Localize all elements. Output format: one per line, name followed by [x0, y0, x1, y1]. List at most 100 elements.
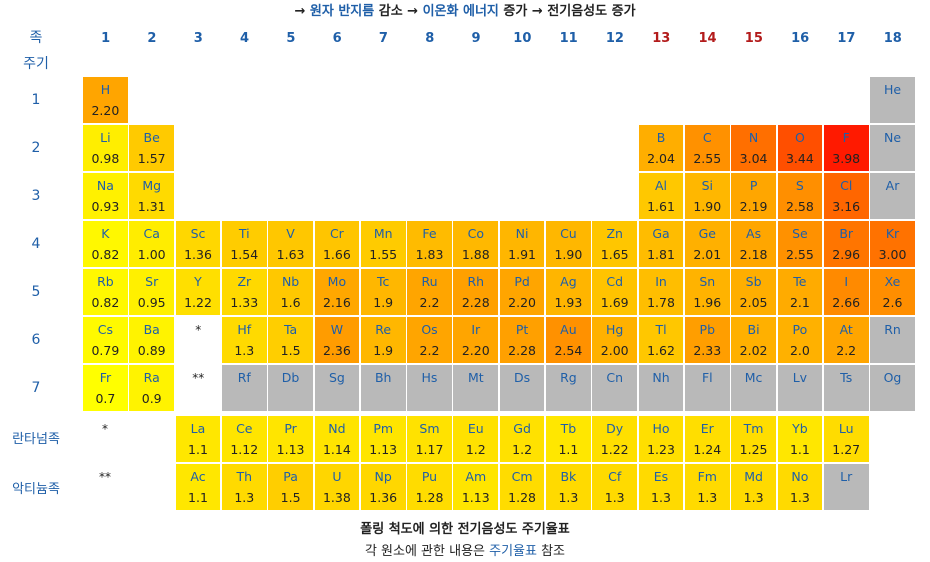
- element-cell-Mg[interactable]: Mg 1.31: [129, 173, 175, 219]
- element-cell-Cn[interactable]: Cn: [592, 365, 638, 411]
- element-cell-Es[interactable]: Es 1.3: [638, 464, 684, 510]
- element-cell-Ru[interactable]: Ru 2.2: [407, 269, 452, 315]
- atomic-radius-link[interactable]: 원자 반지름: [309, 4, 375, 19]
- element-cell-He[interactable]: He: [870, 77, 915, 123]
- element-cell-Sm[interactable]: Sm 1.17: [407, 416, 452, 462]
- element-cell-Ac[interactable]: Ac 1.1: [175, 464, 221, 510]
- element-cell-Ga[interactable]: Ga 1.81: [638, 221, 684, 267]
- element-cell-S[interactable]: S 2.58: [777, 173, 823, 219]
- element-cell-Tb[interactable]: Tb 1.1: [546, 416, 591, 462]
- element-cell-Rg[interactable]: Rg: [546, 365, 591, 411]
- element-cell-Cs[interactable]: Cs 0.79: [83, 317, 128, 363]
- element-cell-Fr[interactable]: Fr 0.7: [83, 365, 128, 411]
- element-cell-Lv[interactable]: Lv: [777, 365, 823, 411]
- element-cell-Sr[interactable]: Sr 0.95: [129, 269, 175, 315]
- element-cell-Ag[interactable]: Ag 1.93: [546, 269, 591, 315]
- element-cell-Am[interactable]: Am 1.13: [453, 464, 499, 510]
- element-cell-Pb[interactable]: Pb 2.33: [684, 317, 730, 363]
- element-cell-Xe[interactable]: Xe 2.6: [870, 269, 915, 315]
- element-cell-Ds[interactable]: Ds: [499, 365, 545, 411]
- element-cell-Mn[interactable]: Mn 1.55: [360, 221, 406, 267]
- element-cell-Fm[interactable]: Fm 1.3: [684, 464, 730, 510]
- element-cell-Og[interactable]: Og: [870, 365, 915, 411]
- element-cell-Cd[interactable]: Cd 1.69: [592, 269, 638, 315]
- element-cell-Al[interactable]: Al 1.61: [638, 173, 684, 219]
- element-cell-Rf[interactable]: Rf: [221, 365, 267, 411]
- element-cell-Na[interactable]: Na 0.93: [83, 173, 128, 219]
- element-cell-Kr[interactable]: Kr 3.00: [870, 221, 915, 267]
- element-cell-No[interactable]: No 1.3: [777, 464, 823, 510]
- element-cell-Br[interactable]: Br 2.96: [823, 221, 869, 267]
- element-cell-Lr[interactable]: Lr: [823, 464, 869, 510]
- element-cell-Ge[interactable]: Ge 2.01: [684, 221, 730, 267]
- element-cell-Li[interactable]: Li 0.98: [83, 125, 128, 171]
- element-cell-Cu[interactable]: Cu 1.90: [546, 221, 591, 267]
- element-cell-Po[interactable]: Po 2.0: [777, 317, 823, 363]
- element-cell-N[interactable]: N 3.04: [731, 125, 776, 171]
- element-cell-Ho[interactable]: Ho 1.23: [638, 416, 684, 462]
- element-cell-Ni[interactable]: Ni 1.91: [499, 221, 545, 267]
- element-cell-Se[interactable]: Se 2.55: [777, 221, 823, 267]
- element-cell-Bk[interactable]: Bk 1.3: [546, 464, 591, 510]
- element-cell-Cl[interactable]: Cl 3.16: [823, 173, 869, 219]
- element-cell-K[interactable]: K 0.82: [83, 221, 128, 267]
- element-cell-Eu[interactable]: Eu 1.2: [453, 416, 499, 462]
- element-cell-V[interactable]: V 1.63: [268, 221, 313, 267]
- element-cell-Th[interactable]: Th 1.3: [221, 464, 267, 510]
- element-cell-Cf[interactable]: Cf 1.3: [592, 464, 638, 510]
- element-cell-Dy[interactable]: Dy 1.22: [592, 416, 638, 462]
- element-cell-H[interactable]: H 2.20: [83, 77, 128, 123]
- element-cell-F[interactable]: F 3.98: [823, 125, 869, 171]
- element-cell-Zn[interactable]: Zn 1.65: [592, 221, 638, 267]
- element-cell-Hs[interactable]: Hs: [407, 365, 452, 411]
- element-cell-Co[interactable]: Co 1.88: [453, 221, 499, 267]
- element-cell-Pa[interactable]: Pa 1.5: [268, 464, 313, 510]
- element-cell-Hg[interactable]: Hg 2.00: [592, 317, 638, 363]
- element-cell-Pr[interactable]: Pr 1.13: [268, 416, 313, 462]
- element-cell-Sc[interactable]: Sc 1.36: [175, 221, 221, 267]
- element-cell-Ne[interactable]: Ne: [870, 125, 915, 171]
- element-cell-B[interactable]: B 2.04: [638, 125, 684, 171]
- element-cell-C[interactable]: C 2.55: [684, 125, 730, 171]
- element-cell-Lu[interactable]: Lu 1.27: [823, 416, 869, 462]
- element-cell-Pu[interactable]: Pu 1.28: [407, 464, 452, 510]
- element-cell-Au[interactable]: Au 2.54: [546, 317, 591, 363]
- element-cell-Sn[interactable]: Sn 1.96: [684, 269, 730, 315]
- element-cell-Os[interactable]: Os 2.2: [407, 317, 452, 363]
- element-cell-Np[interactable]: Np 1.36: [360, 464, 406, 510]
- element-cell-Rb[interactable]: Rb 0.82: [83, 269, 128, 315]
- element-cell-Md[interactable]: Md 1.3: [731, 464, 776, 510]
- element-cell-Rh[interactable]: Rh 2.28: [453, 269, 499, 315]
- element-cell-Fe[interactable]: Fe 1.83: [407, 221, 452, 267]
- element-cell-Pd[interactable]: Pd 2.20: [499, 269, 545, 315]
- element-cell-Yb[interactable]: Yb 1.1: [777, 416, 823, 462]
- element-cell-In[interactable]: In 1.78: [638, 269, 684, 315]
- element-cell-Hf[interactable]: Hf 1.3: [221, 317, 267, 363]
- element-cell-Re[interactable]: Re 1.9: [360, 317, 406, 363]
- element-cell-Er[interactable]: Er 1.24: [684, 416, 730, 462]
- element-cell-O[interactable]: O 3.44: [777, 125, 823, 171]
- element-cell-Tl[interactable]: Tl 1.62: [638, 317, 684, 363]
- element-cell-Nd[interactable]: Nd 1.14: [314, 416, 360, 462]
- element-cell-Cr[interactable]: Cr 1.66: [314, 221, 360, 267]
- element-cell-Tm[interactable]: Tm 1.25: [731, 416, 776, 462]
- element-cell-Sb[interactable]: Sb 2.05: [731, 269, 776, 315]
- element-cell-Bi[interactable]: Bi 2.02: [731, 317, 776, 363]
- element-cell-W[interactable]: W 2.36: [314, 317, 360, 363]
- element-cell-Ti[interactable]: Ti 1.54: [221, 221, 267, 267]
- element-cell-La[interactable]: La 1.1: [175, 416, 221, 462]
- element-cell-Pm[interactable]: Pm 1.13: [360, 416, 406, 462]
- element-cell-Ar[interactable]: Ar: [870, 173, 915, 219]
- element-cell-U[interactable]: U 1.38: [314, 464, 360, 510]
- element-cell-Rn[interactable]: Rn: [870, 317, 915, 363]
- element-cell-Ce[interactable]: Ce 1.12: [221, 416, 267, 462]
- element-cell-Sg[interactable]: Sg: [314, 365, 360, 411]
- element-cell-Mc[interactable]: Mc: [731, 365, 776, 411]
- element-cell-Pt[interactable]: Pt 2.28: [499, 317, 545, 363]
- element-cell-Gd[interactable]: Gd 1.2: [499, 416, 545, 462]
- element-cell-Be[interactable]: Be 1.57: [129, 125, 175, 171]
- periodic-table-link[interactable]: 주기율표: [489, 544, 537, 559]
- element-cell-Nh[interactable]: Nh: [638, 365, 684, 411]
- element-cell-At[interactable]: At 2.2: [823, 317, 869, 363]
- element-cell-Ra[interactable]: Ra 0.9: [129, 365, 175, 411]
